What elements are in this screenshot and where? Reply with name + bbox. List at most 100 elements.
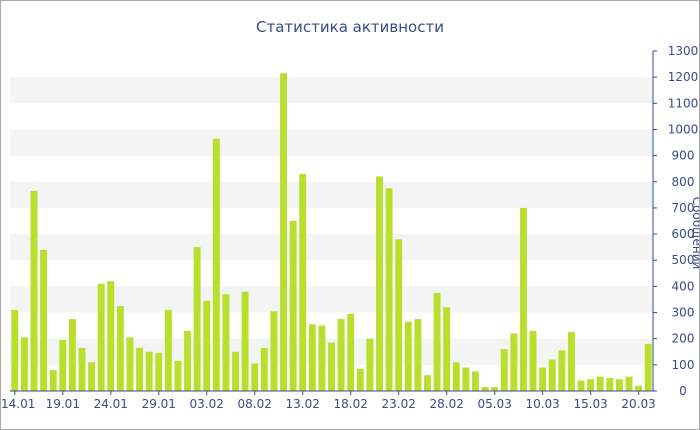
bar [347,313,355,391]
bar [356,368,364,391]
x-tick-label: 19.01 [46,397,80,411]
bar [20,337,28,391]
y-tick-label: 0 [679,384,687,398]
y-axis-ticks: 0 100 200 300 400 500 600 700 800 900 1000 1100 1200… [653,44,698,398]
bar [519,207,527,391]
bar [606,377,614,391]
bar [212,138,220,391]
bar [222,294,230,391]
x-tick-label: 08.02 [238,397,272,411]
bar [164,309,172,391]
bar [644,343,652,391]
y-tick-label: 300 [672,306,695,320]
bar [433,292,441,391]
x-tick-label: 18.02 [334,397,368,411]
x-tick-label: 14.01 [1,397,35,411]
bar [155,353,163,391]
y-tick-label: 200 [672,332,695,346]
bar [97,283,105,391]
bar [299,173,307,391]
bar [30,190,38,391]
bar [615,379,623,391]
bar [404,321,412,391]
bar [232,351,239,391]
bar [251,363,259,391]
bar [136,347,144,391]
bar [577,380,585,391]
bar [462,367,470,391]
grid-bands [10,77,653,365]
grid-band [10,286,653,313]
bar [337,319,345,391]
bar [558,350,566,391]
y-tick-label: 900 [672,149,695,163]
bar [635,385,643,391]
bar [145,351,153,391]
bar [424,375,431,391]
x-tick-label: 13.02 [286,397,320,411]
y-tick-label: 100 [672,358,695,372]
bar [78,347,86,391]
bar [529,330,537,391]
bar [376,176,383,391]
bar [241,291,249,391]
x-tick-label: 03.02 [190,397,224,411]
bar [539,367,547,391]
bar [68,319,76,391]
y-axis-label: Сообщений [690,197,699,270]
bar [49,370,57,391]
x-axis-ticks: 14.01 19.01 24.01 29.01 03.02 08.02 13.02 18.02… [1,391,656,411]
x-tick-label: 24.01 [94,397,128,411]
bar [193,247,201,391]
y-tick-label: 1200 [668,70,699,84]
bar [481,387,489,391]
bar [452,362,460,391]
y-tick-label: 1300 [668,44,699,58]
bar [59,340,67,391]
x-tick-label: 20.03 [621,397,655,411]
bar [270,311,278,391]
y-tick-label: 1100 [668,96,699,110]
bar [126,337,134,391]
y-tick-label: 700 [672,201,695,215]
bar [184,330,191,391]
bar [289,221,297,391]
x-tick-label: 23.02 [381,397,415,411]
y-tick-label: 500 [672,253,695,267]
bar [116,306,124,391]
bar [548,359,556,391]
bar-series [11,73,652,391]
grid-band [10,129,653,156]
bar [596,376,604,391]
bar [88,362,96,391]
grid-band [10,181,653,208]
bar [366,338,374,391]
bar [308,324,316,391]
bar [11,309,19,391]
x-tick-label: 29.01 [142,397,176,411]
bar [174,360,182,391]
x-tick-label: 10.03 [525,397,559,411]
y-tick-label: 400 [672,279,695,293]
grid-band [10,77,653,104]
bar [328,342,335,391]
bar [385,188,393,391]
bar [107,281,115,391]
bar [203,300,211,391]
bar [567,332,575,391]
bar [40,249,48,391]
y-tick-label: 1000 [668,122,699,136]
y-tick-label: 800 [672,175,695,189]
y-tick-label: 600 [672,227,695,241]
chart-title: Статистика активности [256,18,444,36]
bar [414,319,422,391]
bar [318,325,326,391]
bar [491,387,499,391]
x-tick-label: 15.03 [573,397,607,411]
bar [500,349,508,391]
bar [395,239,403,391]
x-tick-label: 05.03 [477,397,511,411]
bar [472,371,479,391]
